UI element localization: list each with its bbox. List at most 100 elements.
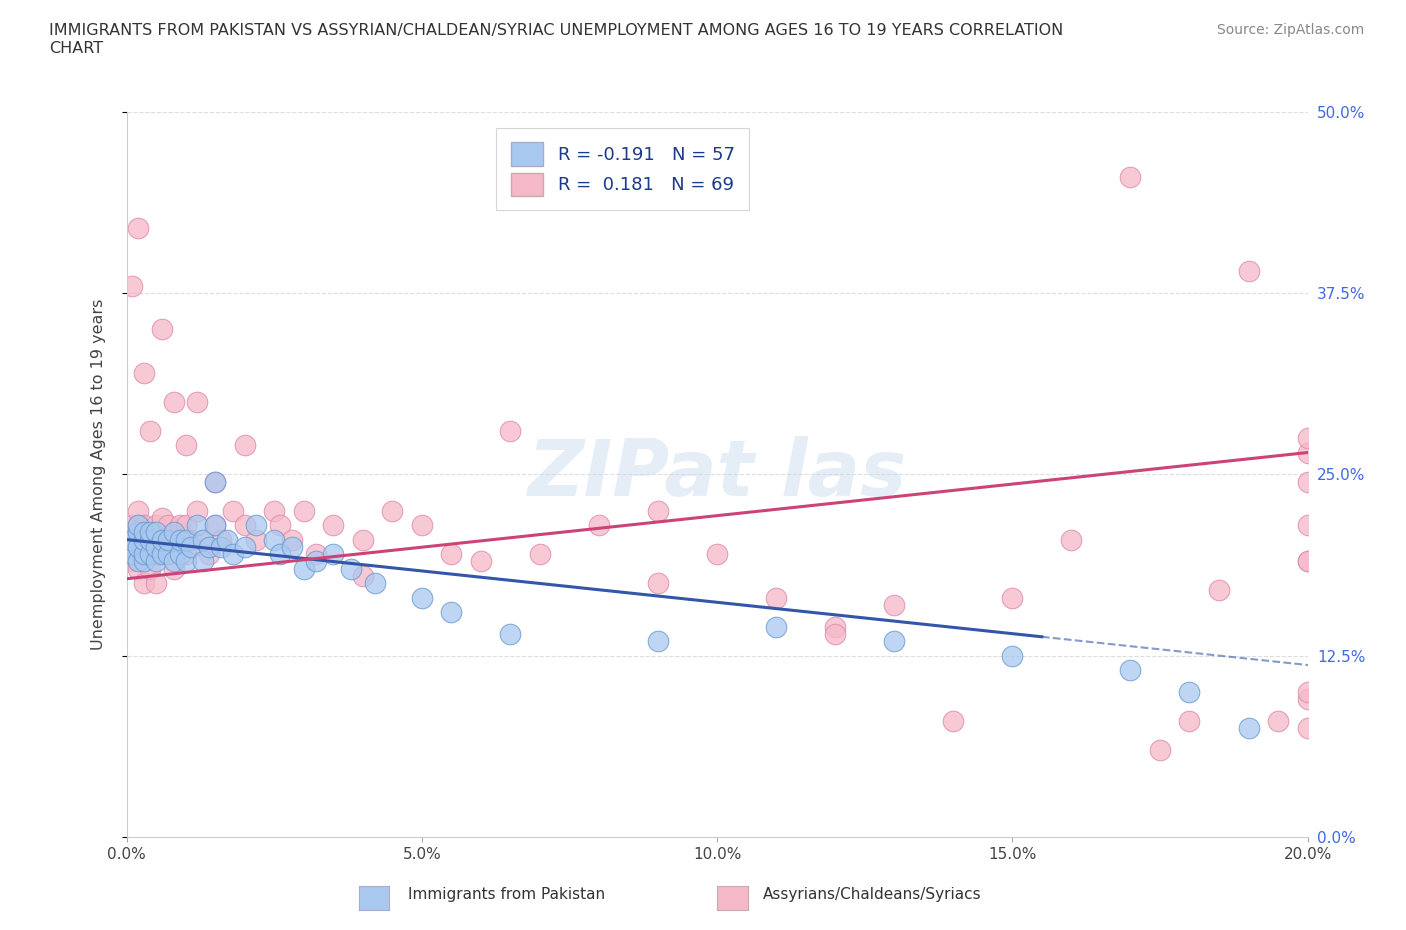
Point [1296, 554, 1319, 569]
Point [1178, 684, 1201, 699]
Point [499, 423, 522, 438]
Point [363, 576, 385, 591]
Point [411, 518, 433, 533]
Point [150, 322, 173, 337]
Point [1237, 721, 1260, 736]
Point [340, 561, 363, 576]
Point [269, 547, 291, 562]
Point [127, 561, 149, 576]
Text: Immigrants from Pakistan: Immigrants from Pakistan [408, 887, 605, 902]
Point [281, 539, 304, 554]
Point [352, 532, 374, 547]
Point [163, 554, 186, 569]
Point [1296, 554, 1319, 569]
Point [127, 518, 149, 533]
Point [292, 503, 315, 518]
Point [134, 532, 156, 547]
Point [150, 532, 173, 547]
Point [198, 547, 221, 562]
Point [134, 554, 156, 569]
Point [1267, 713, 1289, 728]
Point [139, 525, 162, 539]
Point [134, 365, 156, 380]
Point [127, 554, 149, 569]
Point [233, 438, 256, 453]
Point [139, 547, 162, 562]
Point [292, 561, 315, 576]
Point [156, 532, 179, 547]
Point [174, 438, 197, 453]
Point [1001, 648, 1024, 663]
Point [1237, 264, 1260, 279]
Point [322, 547, 344, 562]
Point [163, 394, 186, 409]
Point [304, 547, 326, 562]
Point [1296, 474, 1319, 489]
Point [245, 532, 267, 547]
Point [156, 547, 179, 562]
Point [1178, 713, 1201, 728]
Point [150, 532, 173, 547]
Point [1296, 445, 1319, 460]
Point [121, 278, 143, 293]
Point [1149, 742, 1171, 757]
Point [139, 532, 162, 547]
Point [163, 561, 186, 576]
Point [134, 525, 156, 539]
Point [145, 539, 167, 554]
Point [204, 518, 226, 533]
Point [186, 518, 208, 533]
Point [174, 532, 197, 547]
Point [209, 539, 232, 554]
Point [322, 518, 344, 533]
Point [174, 547, 197, 562]
Point [193, 554, 215, 569]
Point [121, 518, 143, 533]
Point [150, 547, 173, 562]
Point [883, 633, 905, 648]
Point [647, 503, 669, 518]
Point [269, 518, 291, 533]
Point [145, 554, 167, 569]
Point [156, 547, 179, 562]
Point [588, 518, 610, 533]
Point [304, 554, 326, 569]
Text: IMMIGRANTS FROM PAKISTAN VS ASSYRIAN/CHALDEAN/SYRIAC UNEMPLOYMENT AMONG AGES 16 : IMMIGRANTS FROM PAKISTAN VS ASSYRIAN/CHA… [49, 23, 1063, 56]
Point [193, 532, 215, 547]
Point [121, 532, 143, 547]
Point [134, 547, 156, 562]
Point [1119, 663, 1142, 678]
Point [127, 518, 149, 533]
Point [163, 525, 186, 539]
Point [647, 576, 669, 591]
Point [180, 539, 202, 554]
Point [1060, 532, 1083, 547]
Point [883, 597, 905, 612]
Point [470, 554, 492, 569]
Point [186, 394, 208, 409]
Point [139, 423, 162, 438]
Point [233, 539, 256, 554]
Point [281, 532, 304, 547]
Point [1296, 721, 1319, 736]
Point [127, 220, 149, 235]
Point [222, 503, 245, 518]
Point [186, 503, 208, 518]
Point [204, 474, 226, 489]
Point [121, 532, 143, 547]
Point [440, 547, 463, 562]
Point [169, 547, 191, 562]
Point [127, 503, 149, 518]
Point [145, 576, 167, 591]
Point [942, 713, 965, 728]
Point [180, 532, 202, 547]
Point [145, 547, 167, 562]
Point [706, 547, 728, 562]
Point [127, 525, 149, 539]
Text: ZIPat las: ZIPat las [527, 436, 907, 512]
Point [824, 619, 846, 634]
Point [204, 518, 226, 533]
Point [169, 532, 191, 547]
Point [127, 539, 149, 554]
Point [765, 591, 787, 605]
